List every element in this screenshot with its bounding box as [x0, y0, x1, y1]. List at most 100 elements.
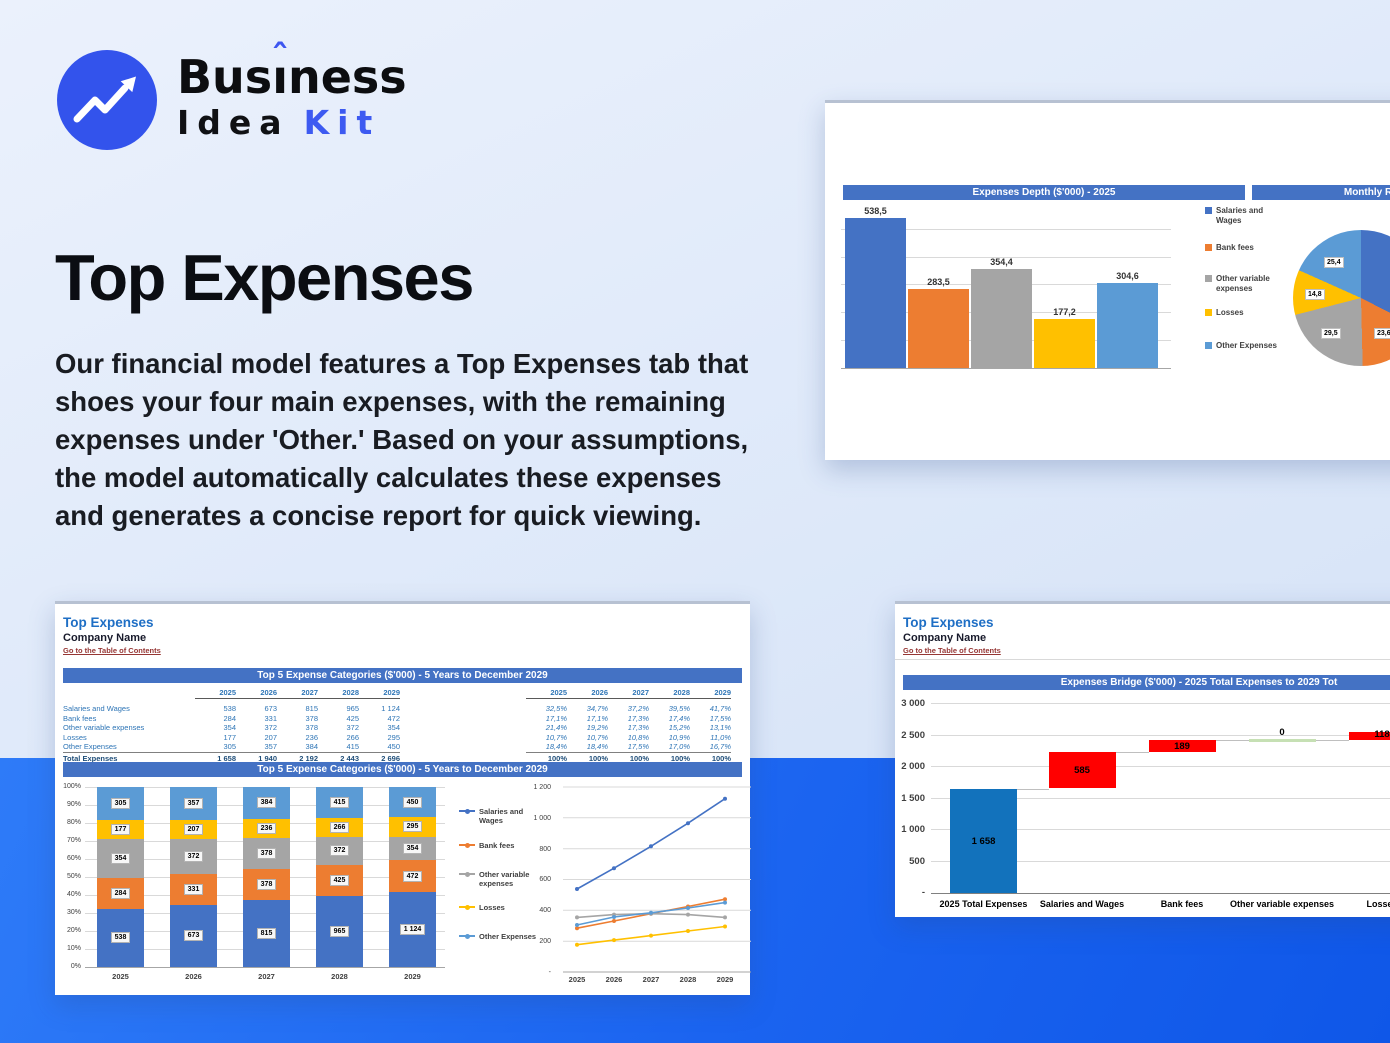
seg-losses: 266 — [316, 817, 363, 838]
table-row: Other Expenses 305 357 384 415 450 18,4% 18,4… — [63, 742, 731, 751]
seg-other-expenses: 384 — [243, 787, 290, 819]
cell-pct: 17,3% — [627, 723, 649, 732]
y-tick: 90% — [66, 801, 81, 808]
cell: 378 — [305, 723, 318, 732]
stacked-bar-2029: 450 295 354 472 1 124 — [389, 787, 436, 967]
row-label: Salaries and Wages — [63, 704, 130, 713]
markers-losses — [575, 924, 727, 947]
bridge-value-label: 585 — [1074, 765, 1090, 776]
year-header: 2029 — [359, 688, 400, 699]
cell: 815 — [305, 704, 318, 713]
legend-swatch — [1205, 309, 1212, 316]
legend-item-other-variable-expenses: Other variable expenses — [459, 870, 537, 888]
cell: 450 — [387, 742, 400, 751]
table-row: Salaries and Wages 538 673 815 965 1 124 32,… — [63, 704, 731, 713]
segment-label: 331 — [183, 883, 204, 895]
y-tick: 1 000 — [901, 824, 925, 835]
cell-pct: 17,1% — [545, 713, 567, 723]
bridge-value-label: 118 — [1374, 729, 1390, 740]
row-label: Losses — [63, 732, 87, 742]
cell-pct: 17,5% — [627, 742, 649, 751]
sheet-title: Top Expenses — [63, 615, 154, 630]
line-series-salaries — [576, 798, 726, 890]
cell: 538 — [223, 704, 236, 713]
cell-pct: 34,7% — [586, 704, 608, 713]
row-label: Other variable expenses — [63, 723, 145, 732]
pie-label-other-variable: 29,5 — [1321, 328, 1341, 339]
company-name: Company Name — [903, 632, 987, 644]
legend-item-losses: Losses — [1205, 308, 1289, 318]
table-of-contents-link[interactable]: Go to the Table of Contents — [903, 646, 1001, 655]
table-of-contents-link[interactable]: Go to the Table of Contents — [63, 646, 161, 655]
year-header: 2026 — [236, 688, 277, 699]
cell-pct: 15,2% — [668, 723, 690, 732]
bridge-value-label: 1 658 — [971, 836, 996, 847]
cell-pct: 32,5% — [545, 704, 567, 713]
bar-salaries-and-wages — [845, 218, 906, 368]
logo-trend-arrow-icon — [57, 50, 157, 150]
brand-line1-pre: Bus — [177, 50, 273, 104]
year-header: 2025 — [526, 688, 567, 699]
y-tick: 500 — [909, 855, 925, 867]
connector — [1017, 788, 1049, 790]
cell-pct: 10,7% — [545, 732, 567, 742]
brand-logo: Busı ˆ ness Idea Kit — [57, 41, 477, 160]
table-year-header-row: 2025 2026 2027 2028 2029 2025 2026 2027 2028 202… — [63, 688, 731, 699]
seg-salaries: 538 — [97, 908, 144, 967]
y-tick: 400 — [539, 907, 551, 914]
y-tick: 30% — [66, 909, 81, 916]
legend-label: Bank fees — [479, 841, 515, 850]
pie-label-losses: 14,8 — [1305, 289, 1325, 300]
stacked-bar-2025: 305 177 354 284 538 — [97, 787, 144, 967]
stacked-bar-2026: 357 207 372 331 673 — [170, 787, 217, 967]
cell: 378 — [305, 713, 318, 723]
cell-pct: 18,4% — [545, 742, 567, 751]
y-tick: 50% — [66, 873, 81, 880]
seg-bank-fees: 331 — [170, 873, 217, 905]
segment-label: 673 — [183, 930, 204, 942]
seg-other-expenses: 415 — [316, 787, 363, 818]
seg-bank-fees: 472 — [389, 860, 436, 892]
y-tick: 1 200 — [533, 784, 551, 791]
y-tick: 100% — [63, 783, 81, 790]
seg-other-expenses: 357 — [170, 787, 217, 821]
bridge-chart-title: Expenses Bridge ($'000) - 2025 Total Exp… — [903, 675, 1390, 690]
legend-item-salaries-and-wages: Salaries and Wages — [459, 807, 537, 825]
cell: 236 — [305, 732, 318, 742]
cell: 372 — [346, 723, 359, 732]
seg-salaries: 815 — [243, 900, 290, 967]
x-tick: Other variable expenses — [1229, 899, 1335, 909]
seg-losses: 295 — [389, 817, 436, 837]
stacked-bar-2028: 415 266 372 425 965 — [316, 787, 363, 967]
legend-label: Other Expenses — [1216, 341, 1277, 350]
cell-pct: 37,2% — [627, 704, 649, 713]
legend-label: Other variable expenses — [1216, 274, 1270, 293]
stacked-bar-chart: 305 177 354 284 538 357 207 372 331 673 … — [85, 787, 445, 968]
bar-value-label: 304,6 — [1116, 271, 1139, 282]
seg-losses: 177 — [97, 820, 144, 840]
table-row: Bank fees 284 331 378 425 472 17,1% 17,1% 17,3… — [63, 714, 731, 723]
bridge-bar-2025-total — [950, 788, 1017, 893]
segment-label: 425 — [329, 874, 350, 886]
x-tick: 2027 — [258, 972, 275, 981]
seg-losses: 236 — [243, 818, 290, 838]
brand-line1-post: ness — [287, 50, 407, 104]
y-tick: 40% — [66, 891, 81, 898]
bridge-bar-other-variable — [1248, 739, 1316, 742]
stacked-bar-2027: 384 236 378 378 815 — [243, 787, 290, 967]
x-tick: 2025 — [568, 975, 586, 984]
cell: 305 — [223, 742, 236, 751]
x-tick: Bank fees — [1160, 899, 1204, 909]
brand-idea: Idea — [177, 103, 290, 142]
legend-swatch — [1205, 207, 1212, 214]
seg-other-variable: 372 — [170, 839, 217, 874]
legend-label: Other Expenses — [479, 932, 537, 941]
legend-item-losses: Losses — [459, 903, 537, 912]
depth-runrate-panel: Expenses Depth ($'000) - 2025 Monthly Ru… — [825, 100, 1390, 460]
segment-label: 965 — [329, 925, 350, 937]
seg-salaries: 1 124 — [389, 891, 436, 967]
legend-line-marker — [459, 933, 475, 939]
segment-label: 305 — [110, 798, 131, 810]
pie-label-other-expenses: 25,4 — [1324, 257, 1344, 268]
